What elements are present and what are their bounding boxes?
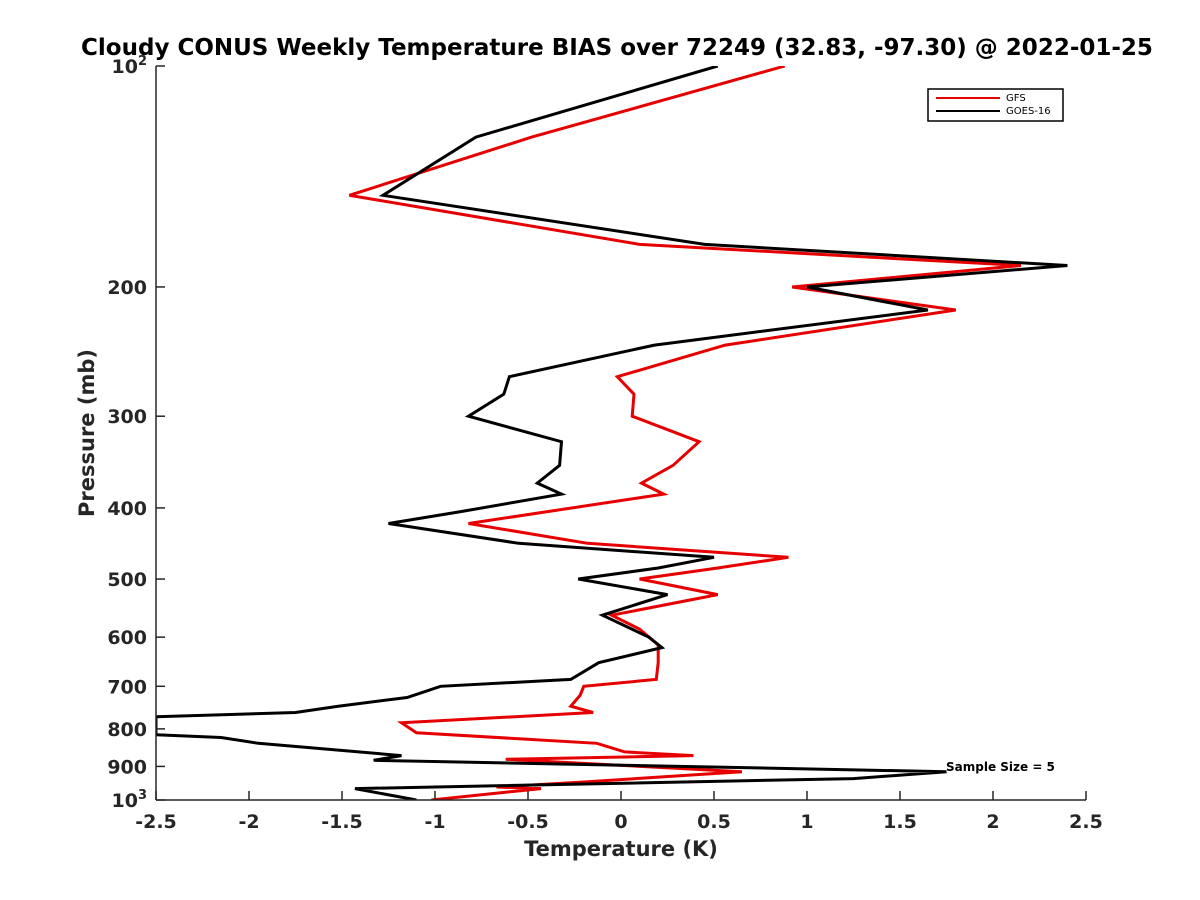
x-tick-label: -2.5 xyxy=(135,811,177,833)
x-tick-label: 1 xyxy=(800,811,813,833)
x-tick-label: 2 xyxy=(986,811,999,833)
y-tick-label: 300 xyxy=(107,406,147,428)
y-tick-labels: 102 200 300 400 500 600 700 800 900 103 xyxy=(107,54,147,812)
series-line-gfs xyxy=(348,66,1022,800)
x-tick-label: -2 xyxy=(238,811,259,833)
y-tick-label: 400 xyxy=(107,498,147,520)
y-tick-label: 102 xyxy=(112,54,148,78)
x-axis-label: Temperature (K) xyxy=(524,837,718,861)
y-tick-label: 200 xyxy=(107,277,147,299)
legend-label-goes16: GOES-16 xyxy=(1006,106,1051,117)
x-tick-label: 1.5 xyxy=(883,811,917,833)
y-tick-label: 103 xyxy=(112,788,148,812)
x-tick-label: 0.5 xyxy=(697,811,731,833)
x-tick-label: 2.5 xyxy=(1069,811,1103,833)
legend-box xyxy=(927,88,1064,122)
x-tick-label: -1.5 xyxy=(321,811,363,833)
y-axis-label: Pressure (mb) xyxy=(75,349,99,517)
x-tick-label: 0 xyxy=(614,811,627,833)
y-tick-label: 700 xyxy=(107,676,147,698)
y-tick-label: 800 xyxy=(107,719,147,741)
series-layer xyxy=(156,66,1068,800)
axes xyxy=(155,65,1087,801)
y-tick-label: 600 xyxy=(107,627,147,649)
series-line-goes-16 xyxy=(156,66,1068,800)
y-tick-label: 900 xyxy=(107,756,147,778)
sample-size-annotation: Sample Size = 5 xyxy=(946,760,1055,774)
x-tick-label: -1 xyxy=(424,811,445,833)
legend: GFS GOES-16 xyxy=(927,88,1064,122)
x-tick-labels: -2.5 -2 -1.5 -1 -0.5 0 0.5 1 1.5 2 2.5 xyxy=(135,811,1103,833)
y-tick-label: 500 xyxy=(107,569,147,591)
x-tick-label: -0.5 xyxy=(507,811,549,833)
legend-label-gfs: GFS xyxy=(1006,93,1026,104)
chart-title: Cloudy CONUS Weekly Temperature BIAS ove… xyxy=(81,35,1153,61)
